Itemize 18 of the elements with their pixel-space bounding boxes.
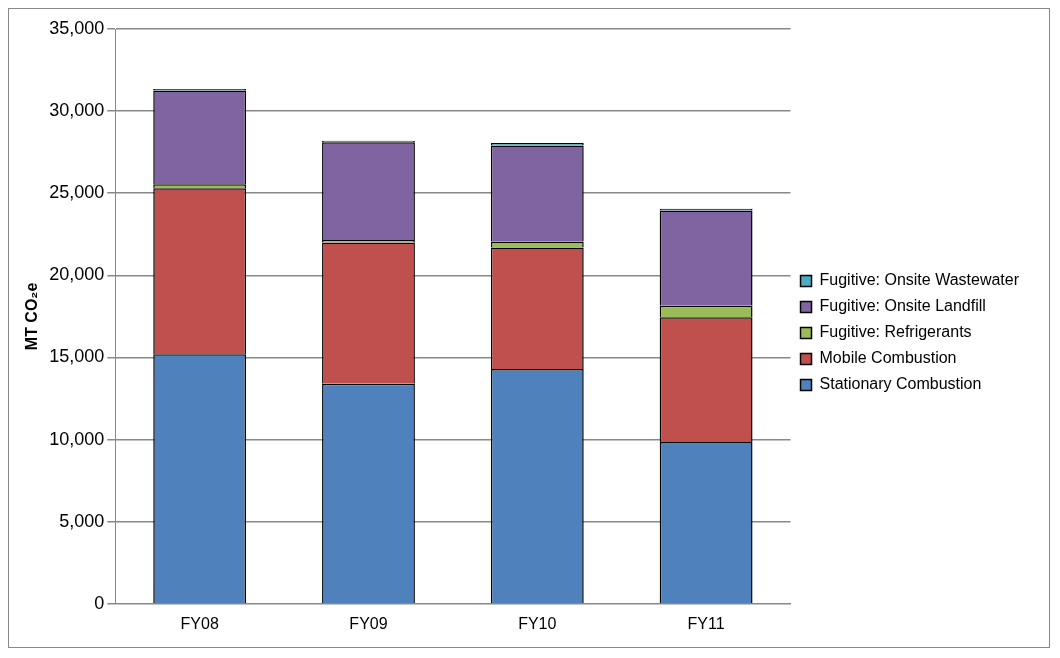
y-tick-label: 25,000	[49, 182, 105, 203]
y-tick-label: 5,000	[59, 510, 105, 531]
y-tick-label: 20,000	[49, 264, 105, 285]
legend-label: Stationary Combustion	[819, 375, 982, 393]
legend-label: Fugitive: Onsite Landfill	[819, 297, 986, 315]
y-tick-label: 10,000	[49, 428, 105, 449]
legend-label: Fugitive: Refrigerants	[819, 323, 972, 341]
y-tick-label: 35,000	[49, 17, 105, 38]
x-tick-label: FY11	[687, 614, 725, 632]
y-tick-label: 30,000	[49, 100, 105, 121]
y-axis-title: MT CO₂e	[23, 282, 41, 351]
x-tick-label: FY09	[349, 614, 388, 632]
y-tick-label: 0	[94, 592, 105, 613]
legend-label: Fugitive: Onsite Wastewater	[819, 271, 1020, 289]
x-tick-label: FY10	[518, 614, 557, 632]
y-tick-label: 15,000	[49, 346, 105, 367]
x-tick-label: FY08	[180, 614, 219, 632]
legend-label: Mobile Combustion	[819, 349, 957, 367]
